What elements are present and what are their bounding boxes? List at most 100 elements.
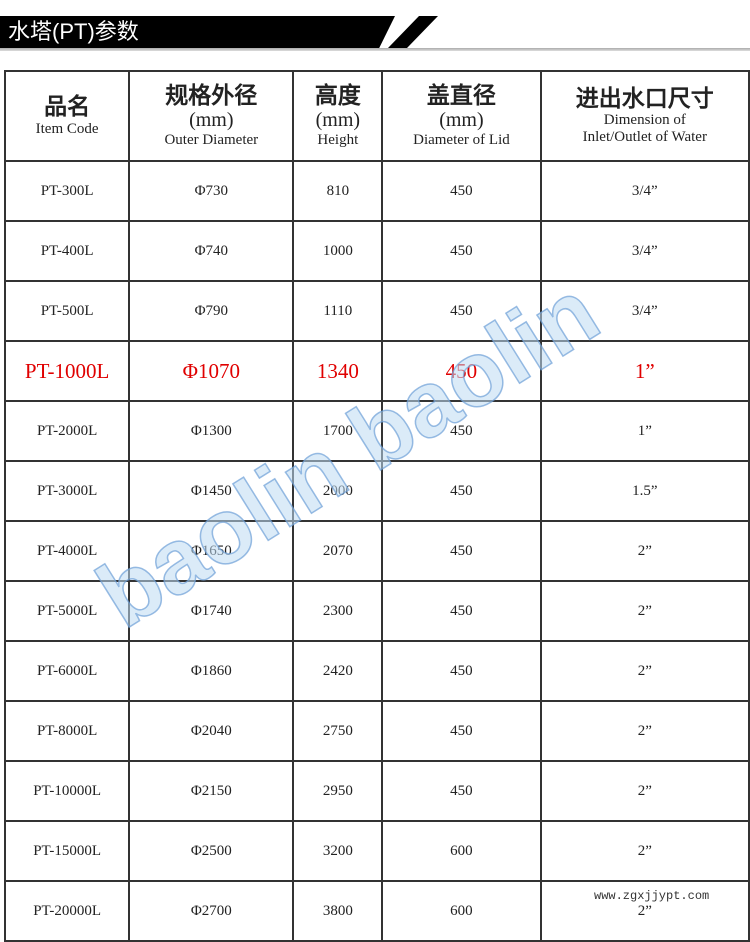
column-header: 高度 (mm) Height	[292, 70, 384, 162]
header-en: Outer Diameter	[164, 132, 259, 149]
table-cell: 2300	[292, 580, 384, 642]
table-row: PT-300L Φ730 810 450 3/4”	[3, 160, 750, 222]
table-cell: Φ1450	[128, 460, 295, 522]
table-cell: 2420	[292, 640, 384, 702]
column-header: 品名 Item Code	[3, 70, 131, 162]
column-header: 规格外径 (mm) Outer Diameter	[128, 70, 295, 162]
table-cell: 450	[381, 520, 542, 582]
table-cell: PT-400L	[3, 220, 131, 282]
table-cell: PT-10000L	[3, 760, 131, 822]
table-cell: 600	[381, 820, 542, 882]
table-cell: PT-6000L	[3, 640, 131, 702]
table-cell: 2”	[539, 820, 750, 882]
table-cell: 450	[381, 580, 542, 642]
table-cell: 3800	[292, 880, 384, 942]
table-cell: 2”	[539, 580, 750, 642]
table-cell: Φ2150	[128, 760, 295, 822]
header-en: Item Code	[35, 120, 99, 137]
header-mm: (mm)	[439, 109, 484, 132]
table-cell: Φ1070	[128, 340, 295, 402]
table-cell: 3/4”	[539, 280, 750, 342]
column-header: 进出水口尺寸 Dimension of Inlet/Outlet of Water	[539, 70, 750, 162]
table-cell: 600	[381, 880, 542, 942]
table-row: PT-2000L Φ1300 1700 450 1”	[3, 400, 750, 462]
table-cell: 450	[381, 400, 542, 462]
table-cell: PT-5000L	[3, 580, 131, 642]
slash-decoration	[388, 16, 438, 48]
table-cell: Φ1650	[128, 520, 295, 582]
header-en: Diameter of Lid	[413, 132, 510, 149]
table-row: PT-8000L Φ2040 2750 450 2”	[3, 700, 750, 762]
table-cell: Φ2500	[128, 820, 295, 882]
table-cell: PT-15000L	[3, 820, 131, 882]
table-cell: 450	[381, 160, 542, 222]
title-underline	[0, 48, 750, 51]
table-cell: Φ790	[128, 280, 295, 342]
table-cell: 810	[292, 160, 384, 222]
header-cn: 高度	[314, 82, 361, 108]
table-cell: 2070	[292, 520, 384, 582]
table-cell: 3200	[292, 820, 384, 882]
table-cell: Φ1300	[128, 400, 295, 462]
table-cell: Φ2040	[128, 700, 295, 762]
table-row: PT-3000L Φ1450 2000 450 1.5”	[3, 460, 750, 522]
table-cell: 1.5”	[539, 460, 750, 522]
table-cell: 2750	[292, 700, 384, 762]
table-cell: PT-8000L	[3, 700, 131, 762]
table-cell: PT-1000L	[3, 340, 131, 402]
table-cell: 2950	[292, 760, 384, 822]
table-cell: PT-3000L	[3, 460, 131, 522]
spec-table: 品名 Item Code 规格外径 (mm) Outer Diameter 高度 (mm) H…	[3, 70, 750, 942]
table-cell: PT-4000L	[3, 520, 131, 582]
header-row: 品名 Item Code 规格外径 (mm) Outer Diameter 高度 (mm) H…	[3, 70, 750, 162]
table-row: PT-5000L Φ1740 2300 450 2”	[3, 580, 750, 642]
table-row: PT-6000L Φ1860 2420 450 2”	[3, 640, 750, 702]
table-cell: PT-500L	[3, 280, 131, 342]
table-cell: 450	[381, 700, 542, 762]
table-cell: 1110	[292, 280, 384, 342]
table-cell: 450	[381, 640, 542, 702]
table-row: PT-500L Φ790 1110 450 3/4”	[3, 280, 750, 342]
table-cell: Φ1740	[128, 580, 295, 642]
table-cell: 3/4”	[539, 160, 750, 222]
title-background	[0, 16, 395, 48]
table-row: PT-400L Φ740 1000 450 3/4”	[3, 220, 750, 282]
table-row: PT-4000L Φ1650 2070 450 2”	[3, 520, 750, 582]
table-cell: 1340	[292, 340, 384, 402]
header-mm: (mm)	[315, 109, 361, 132]
header-en: Inlet/Outlet of Water	[582, 129, 707, 146]
table-cell: Φ2700	[128, 880, 295, 942]
site-watermark: www.zgxjjypt.com	[594, 889, 710, 903]
table-row: PT-1000L Φ1070 1340 450 1”	[3, 340, 750, 402]
table-cell: 450	[381, 220, 542, 282]
table-cell: 2000	[292, 460, 384, 522]
header-mm: (mm)	[189, 109, 234, 132]
table-cell: 1700	[292, 400, 384, 462]
table-cell: PT-300L	[3, 160, 131, 222]
header-mm: Dimension of	[603, 111, 686, 128]
column-header: 盖直径 (mm) Diameter of Lid	[381, 70, 542, 162]
header-cn: 品名	[44, 94, 91, 120]
table-cell: 2”	[539, 700, 750, 762]
table-cell: 450	[381, 760, 542, 822]
header-cn: 盖直径	[426, 82, 496, 108]
table-cell: 2”	[539, 640, 750, 702]
table-cell: PT-2000L	[3, 400, 131, 462]
table-cell: Φ740	[128, 220, 295, 282]
table-cell: 1”	[539, 400, 750, 462]
table-cell: 450	[381, 340, 542, 402]
table-cell: 1”	[539, 340, 750, 402]
table-cell: 1000	[292, 220, 384, 282]
table-cell: 3/4”	[539, 220, 750, 282]
header-en: Height	[317, 132, 359, 149]
table-cell: 2”	[539, 760, 750, 822]
section-title-bar: 水塔(PT)参数	[0, 16, 750, 52]
table-cell: Φ730	[128, 160, 295, 222]
page-title: 水塔(PT)参数	[8, 19, 139, 44]
table-cell: 2”	[539, 520, 750, 582]
header-cn: 规格外径	[165, 82, 258, 108]
table-cell: PT-20000L	[3, 880, 131, 942]
table-row: PT-15000L Φ2500 3200 600 2”	[3, 820, 750, 882]
table-cell: Φ1860	[128, 640, 295, 702]
table-cell: 450	[381, 280, 542, 342]
